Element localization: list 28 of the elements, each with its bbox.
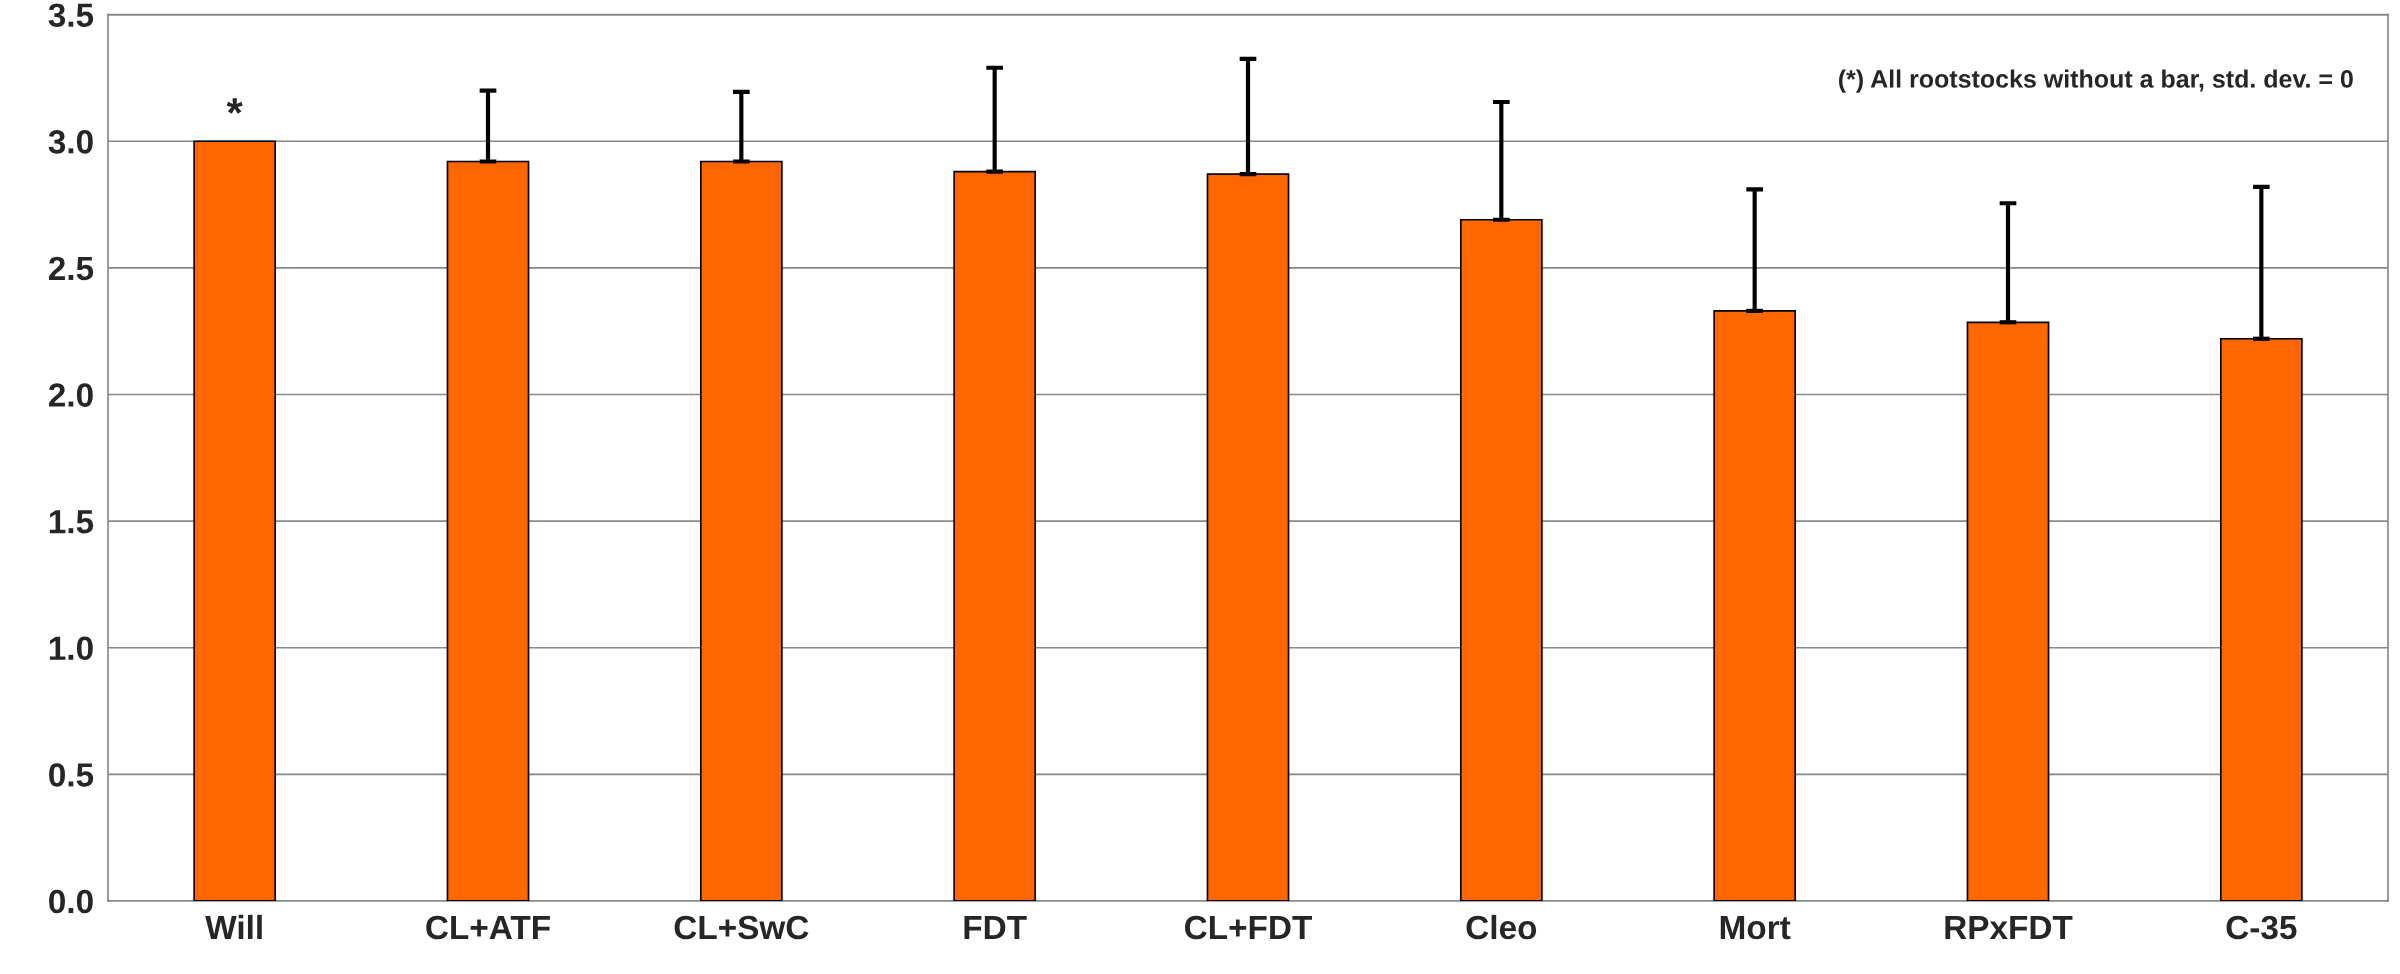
y-tick-label: 3.0 bbox=[48, 130, 93, 154]
bar bbox=[193, 140, 277, 901]
y-tick-label: 0.5 bbox=[49, 763, 94, 787]
bar bbox=[1459, 218, 1543, 901]
y-tick-label: 1.5 bbox=[49, 510, 94, 534]
y-tick-label: 1.0 bbox=[49, 636, 93, 661]
x-tick-label: CL+SwC bbox=[674, 915, 809, 940]
x-tick-label: Mort bbox=[1720, 916, 1791, 940]
y-tick-label: 2.5 bbox=[48, 256, 94, 281]
annotation: * bbox=[226, 98, 243, 114]
x-tick-label: Will bbox=[205, 914, 262, 939]
y-tick-label: 2.0 bbox=[48, 383, 93, 407]
bar bbox=[1713, 310, 1797, 901]
bar bbox=[699, 160, 783, 901]
annotation: (*) All rootstocks without a bar, std. dev. = 0 bbox=[1839, 69, 2353, 93]
bar bbox=[1966, 321, 2050, 901]
x-tick-label: C-35 bbox=[2226, 915, 2297, 940]
x-tick-label: CL+FDT bbox=[1185, 915, 1312, 940]
x-tick-label: CL+ATF bbox=[426, 915, 550, 940]
bar bbox=[953, 170, 1037, 901]
y-tick-label: 0.0 bbox=[49, 889, 93, 914]
bar bbox=[1206, 173, 1290, 901]
x-tick-label: RPxFDT bbox=[1945, 916, 2073, 939]
bar bbox=[2219, 337, 2303, 901]
x-tick-label: Cleo bbox=[1466, 914, 1537, 940]
bar bbox=[446, 160, 530, 901]
y-tick-label: 3.5 bbox=[48, 3, 94, 28]
x-tick-label: FDT bbox=[964, 916, 1027, 939]
